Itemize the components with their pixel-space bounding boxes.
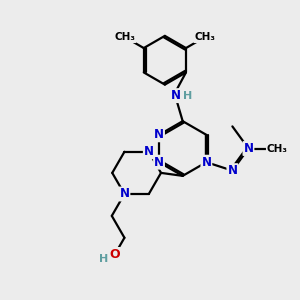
Text: H: H xyxy=(99,254,108,264)
Text: N: N xyxy=(154,156,164,169)
Text: N: N xyxy=(154,128,164,141)
Text: N: N xyxy=(244,142,254,155)
Text: CH₃: CH₃ xyxy=(115,32,136,42)
Text: CH₃: CH₃ xyxy=(267,143,288,154)
Text: N: N xyxy=(119,188,129,200)
Text: N: N xyxy=(144,145,154,158)
Text: O: O xyxy=(110,248,120,261)
Text: CH₃: CH₃ xyxy=(194,32,215,42)
Text: N: N xyxy=(171,89,181,102)
Text: H: H xyxy=(183,91,192,100)
Text: N: N xyxy=(201,156,212,169)
Text: N: N xyxy=(227,164,237,177)
